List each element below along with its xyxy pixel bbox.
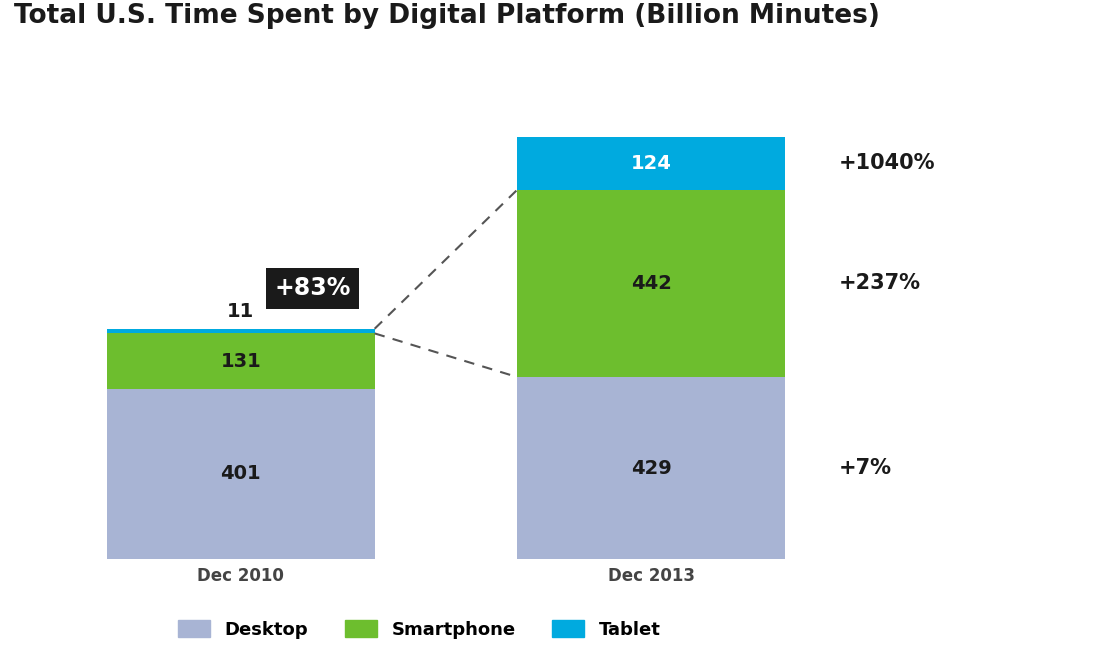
Bar xyxy=(517,377,785,559)
Bar xyxy=(517,137,785,190)
Text: comScore Media Metrix Multi-Platform, U.S., December 2013: comScore Media Metrix Multi-Platform, U.… xyxy=(13,62,696,81)
Text: +237%: +237% xyxy=(838,274,921,293)
Bar xyxy=(107,333,375,389)
Text: 131: 131 xyxy=(221,352,261,370)
Text: 442: 442 xyxy=(631,274,671,293)
Legend: Desktop, Smartphone, Tablet: Desktop, Smartphone, Tablet xyxy=(171,612,668,646)
Text: +83%: +83% xyxy=(274,276,350,300)
Text: 429: 429 xyxy=(631,458,671,478)
Text: Total U.S. Time Spent by Digital Platform (Billion Minutes): Total U.S. Time Spent by Digital Platfor… xyxy=(14,3,881,29)
Bar xyxy=(107,389,375,559)
Text: 11: 11 xyxy=(227,302,254,321)
Bar xyxy=(107,329,375,333)
Text: 401: 401 xyxy=(221,465,261,484)
Text: 124: 124 xyxy=(631,154,671,173)
Text: +7%: +7% xyxy=(838,458,892,478)
Bar xyxy=(517,190,785,377)
Text: +1040%: +1040% xyxy=(838,153,935,174)
